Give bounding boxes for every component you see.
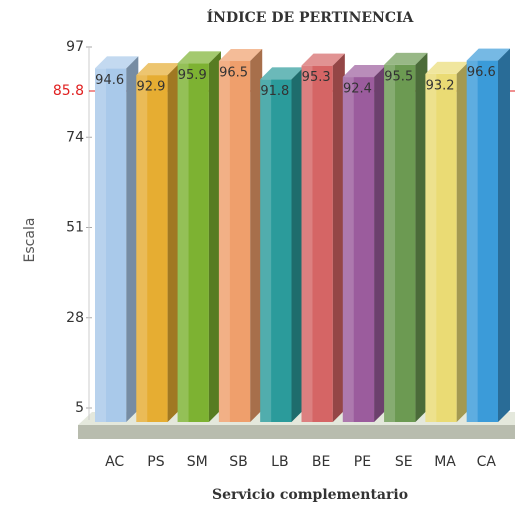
- bar-top: [425, 61, 469, 74]
- bar-top: [95, 56, 139, 69]
- bar-side: [250, 48, 263, 423]
- bar-top-light: [384, 52, 428, 65]
- bar-side: [291, 67, 304, 422]
- value-label: 91.8: [260, 84, 289, 99]
- x-tick-label: SE: [395, 454, 413, 470]
- bar-top-light: [301, 53, 345, 66]
- bar-side: [167, 63, 180, 422]
- bar-front: [301, 65, 333, 422]
- bar-top: [136, 63, 180, 76]
- bar-top-light: [218, 48, 263, 61]
- bar-shade: [136, 75, 148, 422]
- x-tick-label: CA: [477, 454, 497, 470]
- y-axis-title: Escala: [22, 218, 38, 263]
- bar-side: [208, 51, 221, 422]
- x-tick-label: BE: [312, 454, 330, 470]
- bar-top: [342, 65, 387, 78]
- bar-side: [498, 48, 510, 422]
- bar-side-dark: [374, 65, 387, 423]
- bar-side-dark: [332, 53, 345, 422]
- x-tick-label: LB: [271, 454, 288, 470]
- bar-top: [301, 53, 345, 66]
- bar-top-light: [342, 65, 387, 78]
- bar-shade: [466, 60, 478, 422]
- bar-top: [384, 52, 428, 65]
- bar-shade: [425, 73, 437, 423]
- bar-front: [466, 60, 498, 422]
- bar-shade: [218, 60, 230, 423]
- bar-shade: [301, 65, 313, 422]
- bar-top-light: [466, 48, 510, 61]
- bar-side-dark: [208, 51, 221, 422]
- bar-front: [260, 79, 292, 422]
- value-label: 96.6: [467, 65, 496, 80]
- bar-side: [126, 56, 139, 423]
- value-label: 96.5: [219, 65, 248, 80]
- bar-top: [177, 51, 221, 64]
- x-tick-label: MA: [434, 454, 456, 470]
- bar-front: [218, 60, 251, 423]
- bar-front: [384, 64, 416, 423]
- bar-top: [466, 48, 510, 61]
- bar-shade: [384, 64, 396, 423]
- bar-front: [425, 73, 457, 423]
- reference-label: 85.8: [53, 83, 84, 99]
- bar-side: [332, 53, 345, 422]
- bar-side-dark: [250, 48, 263, 423]
- bar-front: [95, 68, 127, 422]
- y-tick-label: 74: [66, 129, 84, 145]
- x-tick-label: SB: [229, 454, 248, 470]
- value-label: 94.6: [95, 73, 124, 88]
- value-label: 95.9: [178, 68, 207, 83]
- bar-top-light: [425, 61, 469, 74]
- bar-side: [456, 61, 469, 423]
- bar-front: [177, 63, 209, 422]
- bar-side: [415, 52, 428, 423]
- y-tick-label: 51: [66, 220, 84, 236]
- x-tick-label: AC: [105, 454, 124, 470]
- bar-side-dark: [415, 52, 428, 423]
- bar-top: [260, 67, 304, 80]
- bar-shade: [95, 68, 106, 422]
- bar-side-dark: [291, 67, 304, 422]
- bar-top-light: [136, 63, 180, 76]
- floor-front: [78, 425, 515, 439]
- value-label: 95.5: [384, 69, 413, 84]
- bar-side-dark: [456, 61, 469, 423]
- x-tick-label: PS: [147, 454, 164, 470]
- y-tick-label: 97: [66, 39, 84, 55]
- bar-top-light: [95, 56, 139, 69]
- x-tick-label: SM: [187, 454, 208, 470]
- y-tick-label: 28: [66, 310, 84, 326]
- bar-shade: [342, 77, 354, 423]
- y-tick-label: 5: [75, 400, 84, 416]
- value-label: 92.9: [136, 80, 165, 95]
- chart-title: ÍNDICE DE PERTINENCIA: [207, 8, 415, 26]
- bar-side-dark: [498, 48, 510, 422]
- bar-shade: [260, 79, 272, 422]
- bar-side: [374, 65, 387, 423]
- value-label: 93.2: [426, 78, 455, 93]
- value-label: 95.3: [302, 70, 331, 85]
- value-label: 92.4: [343, 82, 372, 97]
- bar-top: [218, 48, 263, 61]
- x-tick-label: PE: [354, 454, 371, 470]
- bar-top-light: [177, 51, 221, 64]
- bar-front: [136, 75, 168, 422]
- bar-shade: [177, 63, 189, 422]
- bar-top-light: [260, 67, 304, 80]
- bar-side-dark: [126, 56, 139, 423]
- x-axis-title: Servicio complementario: [212, 487, 408, 503]
- bar-side-dark: [167, 63, 180, 422]
- bar-front: [342, 77, 375, 423]
